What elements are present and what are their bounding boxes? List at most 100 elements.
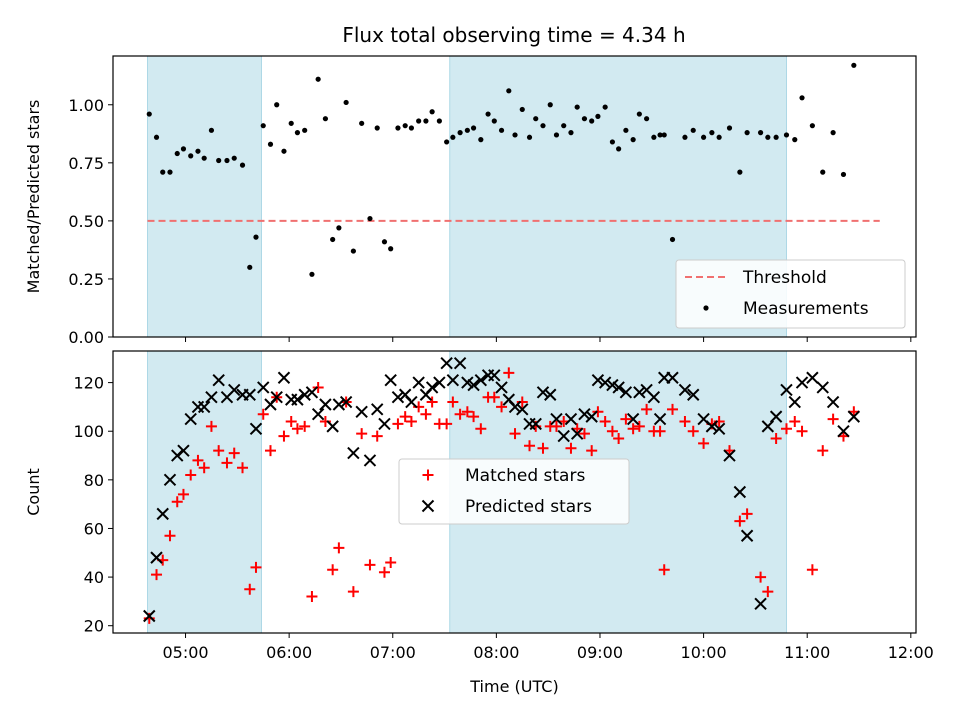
matched-star-point [192,454,204,466]
legend-measurement-marker [703,305,709,311]
y-tick-label: 0.25 [68,270,104,289]
measurement-point [239,162,246,168]
legend-label: Threshold [742,268,827,288]
measurement-point [568,130,574,136]
matched-star-point [364,559,376,571]
measurement-point [267,141,274,147]
matched-star-point [171,496,183,508]
matched-star-point [770,433,782,445]
predicted-star-point [378,417,391,431]
shaded-interval [147,55,262,338]
matched-star-point [278,430,290,442]
predicted-star-point [291,393,304,406]
predicted-star-point [270,390,283,404]
shaded-interval [147,350,262,634]
predicted-star-point [363,454,377,467]
predicted-star-point [277,371,291,384]
measurement-point [457,130,463,136]
predicted-star-point [467,378,480,392]
predicted-star-point [678,383,692,397]
measurement-point [350,248,356,254]
matched-star-point [441,418,453,430]
matched-star-point [592,406,604,418]
measurement-point [744,130,750,136]
predicted-star-point [564,412,578,426]
legend-label: Matched stars [465,466,585,486]
measurement-point [402,123,408,129]
matched-star-point [327,564,339,576]
measurement-point [512,132,518,138]
measurement-point [533,116,539,122]
y-axis-label: Count [24,468,43,516]
measurement-point [180,146,187,152]
measurement-point [547,102,553,108]
measurement-point [682,134,688,140]
predicted-star-point [570,427,584,440]
matched-star-point [780,423,792,435]
predicted-star-point [339,395,353,409]
measurement-point [589,118,595,124]
measurement-point [274,102,280,108]
matched-star-point [385,557,397,568]
x-tick-label: 07:00 [370,643,416,662]
measurement-point [491,118,497,124]
predicted-star-point [847,410,861,423]
x-tick-label: 05:00 [162,643,208,662]
measurement-point [716,134,722,140]
predicted-star-point [298,388,311,401]
predicted-star-point [391,390,405,404]
predicted-star-point [529,417,542,431]
predicted-star-point [243,388,256,401]
measurement-point [302,127,308,133]
measurement-point [644,116,650,122]
measurement-point [408,125,415,131]
matched-star-point [633,420,645,432]
y-tick-label: 0.75 [68,154,104,173]
matched-star-point [687,425,699,437]
measurement-point [820,169,826,175]
measurement-point [253,234,259,240]
matched-star-point [228,447,240,459]
matched-star-point [221,457,233,469]
x-tick-label: 06:00 [266,643,312,662]
measurement-point [485,111,491,117]
predicted-star-point [705,420,719,433]
measurement-point [506,88,512,94]
predicted-star-point [754,597,767,611]
predicted-star-point [150,551,163,564]
predicted-star-point [598,376,612,389]
measurement-point [322,116,329,122]
predicted-star-point [612,381,625,394]
measurement-point [651,134,657,140]
x-tick-label: 10:00 [681,643,727,662]
predicted-star-point [405,395,418,409]
measurement-point [343,99,349,106]
bottom-panel: 20 40 60 80 100 120 05:00 06:00 07:00 08:00 09:00 1… [24,350,934,696]
y-tick-label: 20 [84,617,104,636]
y-tick-label: 0.00 [68,328,104,347]
predicted-star-point [712,422,726,436]
predicted-star-point [305,386,319,399]
predicted-star-point [769,410,783,423]
matched-star-point [420,408,432,420]
measurement-point [464,127,470,133]
measurement-point [429,109,435,115]
matched-star-point [509,428,521,440]
matched-star-point [164,530,176,542]
measurement-point [783,132,790,138]
measurement-point [470,125,477,131]
legend-box [398,458,630,525]
matched-star-point [755,571,767,583]
predicted-star-point [585,410,598,423]
matched-star-point [654,425,666,437]
matched-star-point [177,488,189,500]
measurement-point [201,155,207,161]
predicted-star-point [816,381,829,394]
legend-label: Predicted stars [465,497,592,517]
matched-star-point [392,418,404,430]
matched-star-point [658,564,670,576]
matched-star-point [586,445,598,457]
predicted-star-point [205,390,218,404]
matched-star-point [698,437,710,449]
x-tick-label: 11:00 [784,643,830,662]
